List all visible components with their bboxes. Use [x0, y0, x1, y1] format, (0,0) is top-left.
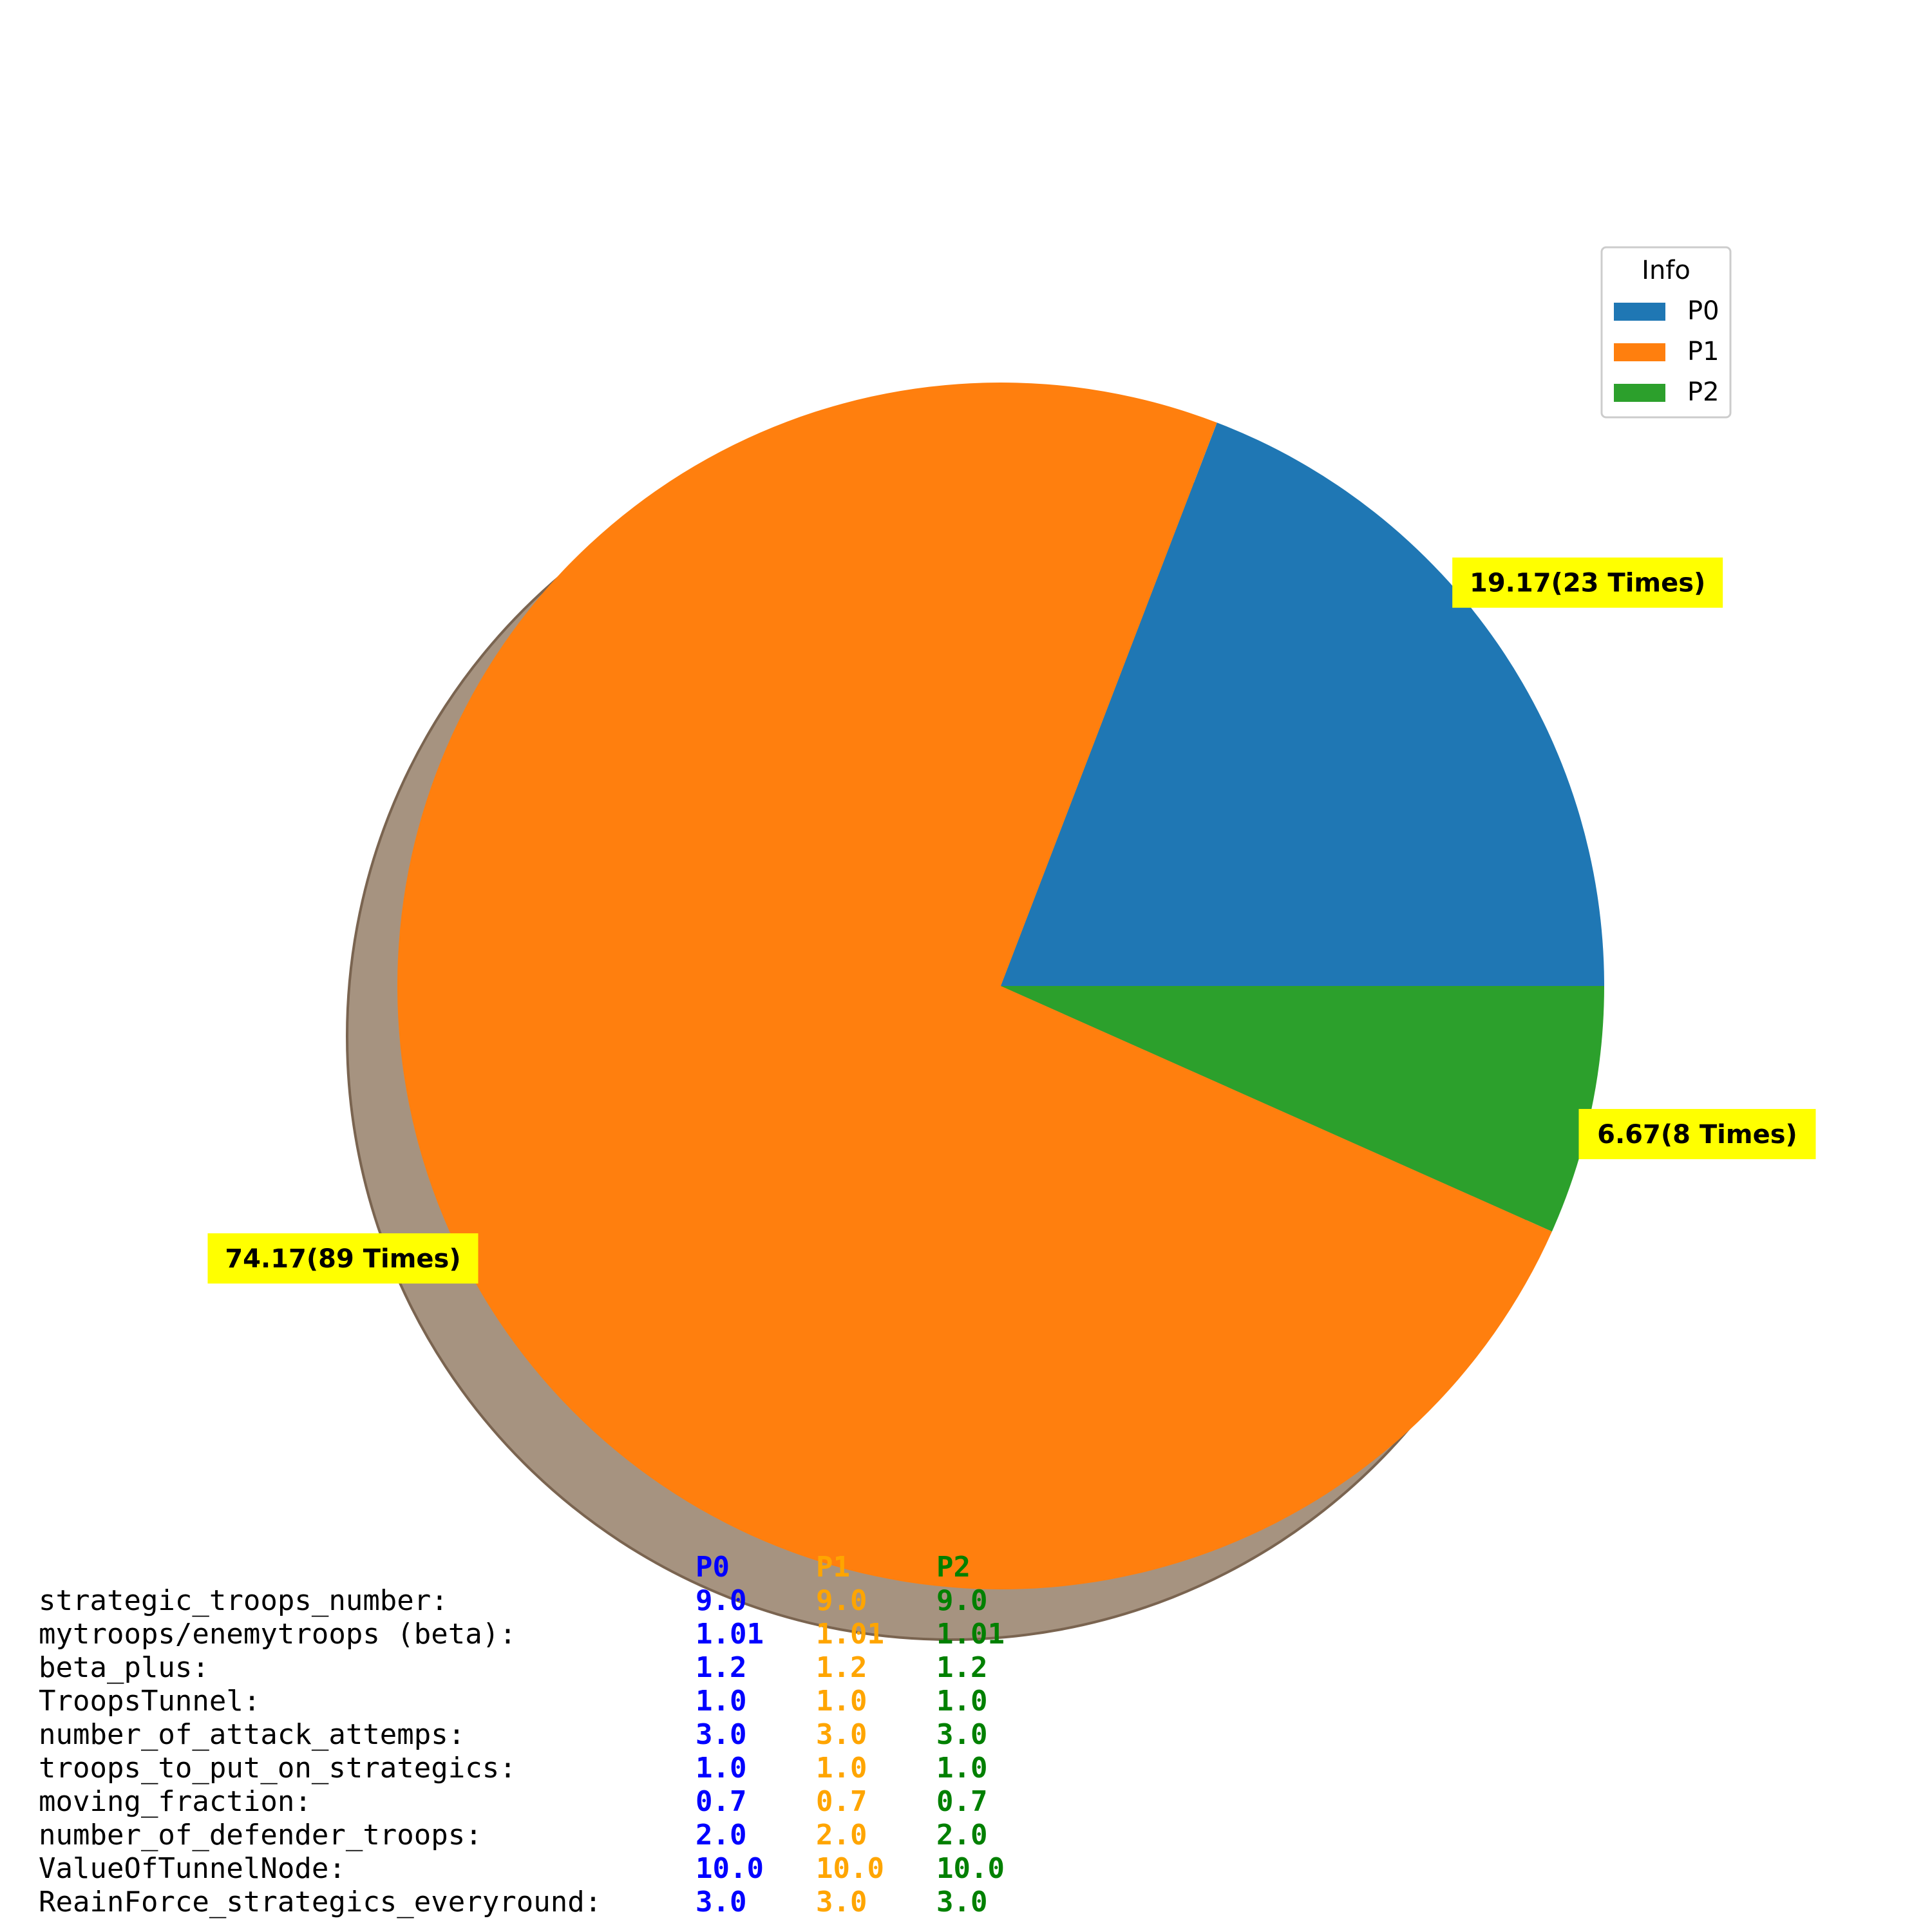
parameter-value-p1: 3.0 [816, 1886, 867, 1918]
legend-swatch-p0 [1614, 303, 1665, 321]
legend-frame [1600, 246, 1732, 419]
parameter-value-p2: 10.0 [936, 1852, 1005, 1885]
parameter-value-p1: 9.0 [816, 1584, 867, 1617]
parameter-value-p1: 1.2 [816, 1651, 867, 1684]
parameter-value-p1: 1.0 [816, 1752, 867, 1785]
slice-label-box [1578, 1108, 1816, 1159]
parameter-value-p2: 0.7 [936, 1785, 988, 1818]
slice-label-text: 6.67(8 Times) [1597, 1120, 1797, 1150]
parameter-value-p2: 1.01 [936, 1618, 1005, 1651]
parameter-value-p2: 3.0 [936, 1718, 988, 1751]
legend-swatch-p2 [1614, 384, 1665, 402]
legend-title: Info [1642, 256, 1690, 285]
parameter-value-p1: 3.0 [816, 1718, 867, 1751]
pie-label-layer: 19.17(23 Times) 74.17(89 Times) 6.67(8 Tim… [207, 557, 1816, 1284]
parameter-value-p1: 2.0 [816, 1819, 867, 1852]
slice-label-box [207, 1233, 478, 1284]
parameter-value-p0: 3.0 [696, 1886, 747, 1918]
parameter-value-p0: 9.0 [696, 1584, 747, 1617]
pie-slice-layer [397, 382, 1604, 1590]
parameter-value-p1: 10.0 [816, 1852, 884, 1885]
parameter-name: ValueOfTunnelNode: [39, 1852, 346, 1885]
parameter-value-p0: 2.0 [696, 1819, 747, 1852]
parameter-name: moving_fraction: [39, 1785, 312, 1818]
parameter-value-p2: 1.2 [936, 1651, 988, 1684]
pie-slice-p2 [1001, 986, 1604, 1232]
slice-label-text: 19.17(23 Times) [1470, 569, 1705, 598]
legend-label-p2: P2 [1687, 377, 1719, 407]
parameter-value-p2: 1.0 [936, 1685, 988, 1718]
parameter-name: number_of_attack_attemps: [39, 1718, 466, 1751]
legend-label-p0: P0 [1687, 296, 1719, 326]
parameter-name: beta_plus: [39, 1651, 209, 1684]
parameter-header-p1: P1 [816, 1551, 850, 1584]
pie-slice-p0 [1001, 422, 1604, 986]
slice-label-box [1452, 557, 1723, 608]
parameter-value-p0: 0.7 [696, 1785, 747, 1818]
parameter-value-p2: 1.0 [936, 1752, 988, 1785]
parameter-name: troops_to_put_on_strategics: [39, 1752, 516, 1785]
slice-label-p0: 19.17(23 Times) [1452, 557, 1723, 608]
parameter-name: number_of_defender_troops: [39, 1819, 482, 1852]
parameter-value-p1: 1.01 [816, 1618, 884, 1651]
slice-label-text: 74.17(89 Times) [225, 1244, 460, 1274]
parameter-value-p2: 2.0 [936, 1819, 988, 1852]
parameter-name: mytroops/enemytroops (beta): [39, 1618, 516, 1651]
parameter-value-p0: 1.0 [696, 1685, 747, 1718]
parameter-value-p0: 1.0 [696, 1752, 747, 1785]
parameter-name: ReainForce_strategics_everyround: [39, 1886, 602, 1918]
parameter-value-p0: 3.0 [696, 1718, 747, 1751]
legend-swatch-p1 [1614, 343, 1665, 361]
legend-label-p1: P1 [1687, 337, 1719, 366]
parameter-value-p0: 1.01 [696, 1618, 764, 1651]
parameter-value-p2: 3.0 [936, 1886, 988, 1918]
legend: Info P0 P1 P2 [1600, 246, 1732, 419]
slice-label-p1: 74.17(89 Times) [207, 1233, 478, 1284]
parameter-value-p2: 9.0 [936, 1584, 988, 1617]
pie-slice-p1 [397, 382, 1552, 1590]
parameter-header-p2: P2 [936, 1551, 971, 1584]
parameter-value-p1: 1.0 [816, 1685, 867, 1718]
slice-label-p2: 6.67(8 Times) [1578, 1108, 1816, 1159]
parameter-name: TroopsTunnel: [39, 1685, 261, 1718]
parameter-name: strategic_troops_number: [39, 1584, 448, 1617]
parameter-value-p0: 1.2 [696, 1651, 747, 1684]
parameter-value-p1: 0.7 [816, 1785, 867, 1818]
parameter-header-p0: P0 [696, 1551, 730, 1584]
parameter-value-p0: 10.0 [696, 1852, 764, 1885]
